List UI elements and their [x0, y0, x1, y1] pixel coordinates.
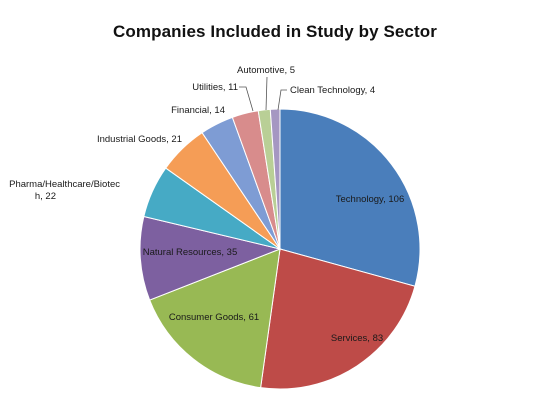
pie-slice-services	[260, 248, 416, 390]
leader-lines	[239, 76, 287, 112]
slice-labels: Technology, 106 Services, 83 Consumer Good…	[9, 65, 404, 344]
slice-label-automotive: Automotive, 5	[237, 65, 295, 76]
slice-label-pharma-healthcare-biotech: Pharma/Healthcare/Biotec h, 22	[9, 179, 120, 202]
chart-title: Companies Included in Study by Sector	[113, 22, 437, 41]
pie-slice-technology	[279, 108, 421, 287]
pie-slice-clean-technology	[269, 108, 281, 250]
slice-label-services: Services, 83	[331, 333, 383, 344]
slice-label-technology: Technology, 106	[336, 194, 405, 205]
slice-label-consumer-goods: Consumer Goods, 61	[169, 312, 259, 323]
leader-line-clean-technology	[277, 89, 287, 111]
pie-slice-natural-resources	[139, 215, 282, 301]
slice-label-natural-resources: Natural Resources, 35	[143, 247, 238, 258]
slice-label-financial: Financial, 14	[171, 105, 225, 116]
leader-line-automotive	[265, 76, 268, 111]
pie-slice-consumer-goods	[148, 248, 281, 389]
slice-label-utilities: Utilities, 11	[192, 82, 238, 93]
leader-line-utilities	[239, 86, 254, 112]
slice-label-clean-technology: Clean Technology, 4	[290, 85, 375, 96]
slice-label-industrial-goods: Industrial Goods, 21	[97, 134, 182, 145]
pie-slices	[139, 108, 421, 390]
